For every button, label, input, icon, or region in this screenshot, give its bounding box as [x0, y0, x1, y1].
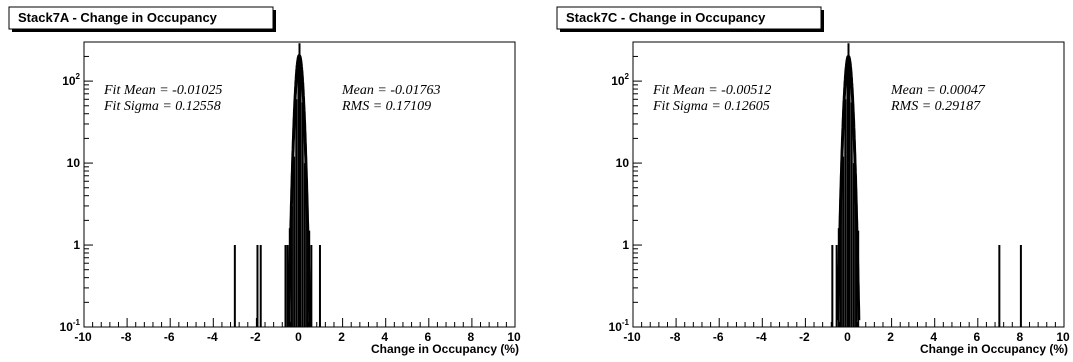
y-tick-label: 102	[611, 72, 629, 88]
hist-stat: RMS = 0.17109	[341, 99, 431, 114]
y-tick-exponent: 2	[625, 72, 630, 81]
fit-stat: Fit Mean = -0.01025	[103, 83, 222, 98]
y-tick-label: 1	[73, 238, 80, 252]
y-tick-base: 10	[616, 156, 630, 170]
y-tick-base: 10	[609, 320, 623, 334]
y-tick-base: 1	[622, 238, 629, 252]
x-tick-label: -4	[756, 330, 767, 344]
y-tick-base: 10	[62, 74, 76, 88]
x-tick-label: 4	[381, 330, 388, 344]
chart-panel-2: Stack7C - Change in Occupancy-10 -8 -6 -4 -2…	[556, 6, 1070, 356]
hist-stat: RMS = 0.29187	[890, 99, 981, 114]
x-tick-label: 4	[930, 330, 937, 344]
chart-title-box	[8, 6, 274, 30]
y-tick-base: 1	[73, 238, 80, 252]
x-tick-label: -2	[250, 330, 261, 344]
x-tick-label: -6	[713, 330, 724, 344]
fit-stat: Fit Sigma = 0.12605	[652, 99, 770, 114]
chart-panel-1: Stack7A - Change in Occupancy-10 -8 -6 -4 -2…	[8, 6, 521, 356]
y-tick-base: 10	[611, 74, 625, 88]
x-tick-label: -10	[623, 330, 641, 344]
fit-stat: Fit Mean = -0.00512	[652, 83, 771, 98]
x-tick-label: -6	[164, 330, 175, 344]
x-tick-label: 0	[844, 330, 851, 344]
x-tick-label: 6	[424, 330, 431, 344]
y-tick-label: 10	[67, 156, 81, 170]
y-tick-base: 10	[67, 156, 81, 170]
gaussian-fit-curve	[287, 54, 312, 327]
hist-stat: Mean = 0.00047	[890, 83, 986, 98]
y-tick-label: 102	[62, 72, 80, 88]
chart-title-box	[556, 6, 822, 30]
x-tick-label: 6	[973, 330, 980, 344]
x-tick-label: 2	[887, 330, 894, 344]
x-tick-label: 0	[295, 330, 302, 344]
x-tick-label: 2	[338, 330, 345, 344]
y-tick-exponent: -1	[73, 318, 81, 327]
x-tick-label: -2	[799, 330, 810, 344]
hist-stat: Mean = -0.01763	[341, 83, 441, 98]
x-tick-label: 8	[1017, 330, 1024, 344]
x-tick-label: -8	[121, 330, 132, 344]
x-axis-title: Change in Occupancy (%)	[920, 342, 1068, 356]
y-tick-base: 10	[60, 320, 74, 334]
y-tick-exponent: 2	[76, 72, 81, 81]
chart-title: Stack7A - Change in Occupancy	[18, 10, 218, 25]
x-tick-label: 10	[1056, 330, 1070, 344]
fit-stat: Fit Sigma = 0.12558	[103, 99, 221, 114]
gaussian-fit-curve	[836, 54, 861, 321]
x-tick-label: 10	[507, 330, 521, 344]
x-tick-label: -10	[74, 330, 92, 344]
y-tick-exponent: -1	[622, 318, 630, 327]
y-tick-label: 10-1	[609, 318, 630, 334]
x-tick-label: -4	[207, 330, 218, 344]
y-tick-label: 10	[616, 156, 630, 170]
y-tick-label: 1	[622, 238, 629, 252]
chart-title: Stack7C - Change in Occupancy	[566, 10, 766, 25]
x-tick-label: -8	[670, 330, 681, 344]
x-tick-label: 8	[468, 330, 475, 344]
x-axis-title: Change in Occupancy (%)	[371, 342, 519, 356]
y-tick-label: 10-1	[60, 318, 81, 334]
